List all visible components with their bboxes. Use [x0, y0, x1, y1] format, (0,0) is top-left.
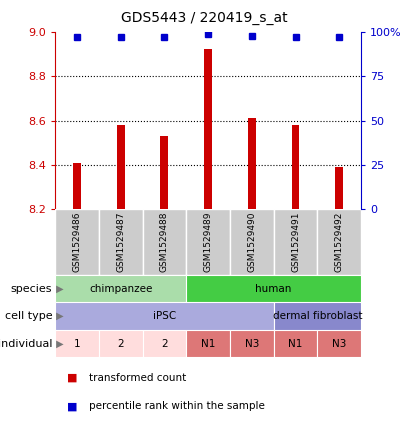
Bar	[186, 330, 230, 357]
Text: 1: 1	[73, 339, 80, 349]
Bar	[117, 125, 124, 209]
Bar	[274, 330, 317, 357]
Text: percentile rank within the sample: percentile rank within the sample	[89, 401, 265, 411]
Bar	[73, 163, 81, 209]
Bar	[317, 209, 361, 275]
Text: N3: N3	[245, 339, 259, 349]
Text: N1: N1	[288, 339, 303, 349]
Text: GSM1529490: GSM1529490	[247, 212, 256, 272]
Bar	[335, 167, 343, 209]
Text: GDS5443 / 220419_s_at: GDS5443 / 220419_s_at	[121, 11, 287, 25]
Bar	[55, 330, 99, 357]
Bar	[99, 209, 142, 275]
Text: GSM1529489: GSM1529489	[204, 212, 213, 272]
Bar	[230, 209, 274, 275]
Text: N3: N3	[332, 339, 346, 349]
Bar	[55, 302, 274, 330]
Bar	[186, 209, 230, 275]
Text: species: species	[11, 284, 52, 294]
Text: GSM1529488: GSM1529488	[160, 212, 169, 272]
Bar	[274, 302, 361, 330]
Text: transformed count: transformed count	[89, 373, 186, 383]
Bar	[160, 136, 168, 209]
Text: cell type: cell type	[4, 311, 52, 321]
Bar	[186, 275, 361, 302]
Bar	[248, 118, 256, 209]
Text: 2: 2	[161, 339, 168, 349]
Text: ▶: ▶	[53, 311, 63, 321]
Text: human: human	[255, 284, 292, 294]
Bar	[274, 209, 317, 275]
Bar	[55, 275, 186, 302]
Text: GSM1529492: GSM1529492	[335, 212, 344, 272]
Bar	[55, 209, 99, 275]
Bar	[230, 330, 274, 357]
Bar	[292, 125, 299, 209]
Text: GSM1529486: GSM1529486	[73, 212, 82, 272]
Text: individual: individual	[0, 339, 52, 349]
Bar	[317, 330, 361, 357]
Text: dermal fibroblast: dermal fibroblast	[273, 311, 362, 321]
Bar	[99, 330, 142, 357]
Bar	[204, 49, 212, 209]
Text: ■: ■	[67, 373, 78, 383]
Text: GSM1529487: GSM1529487	[116, 212, 125, 272]
Text: N1: N1	[201, 339, 215, 349]
Text: ▶: ▶	[53, 284, 63, 294]
Text: iPSC: iPSC	[153, 311, 176, 321]
Text: ▶: ▶	[53, 339, 63, 349]
Text: ■: ■	[67, 401, 78, 411]
Bar	[142, 209, 186, 275]
Text: 2: 2	[118, 339, 124, 349]
Text: GSM1529491: GSM1529491	[291, 212, 300, 272]
Bar	[142, 330, 186, 357]
Text: chimpanzee: chimpanzee	[89, 284, 152, 294]
